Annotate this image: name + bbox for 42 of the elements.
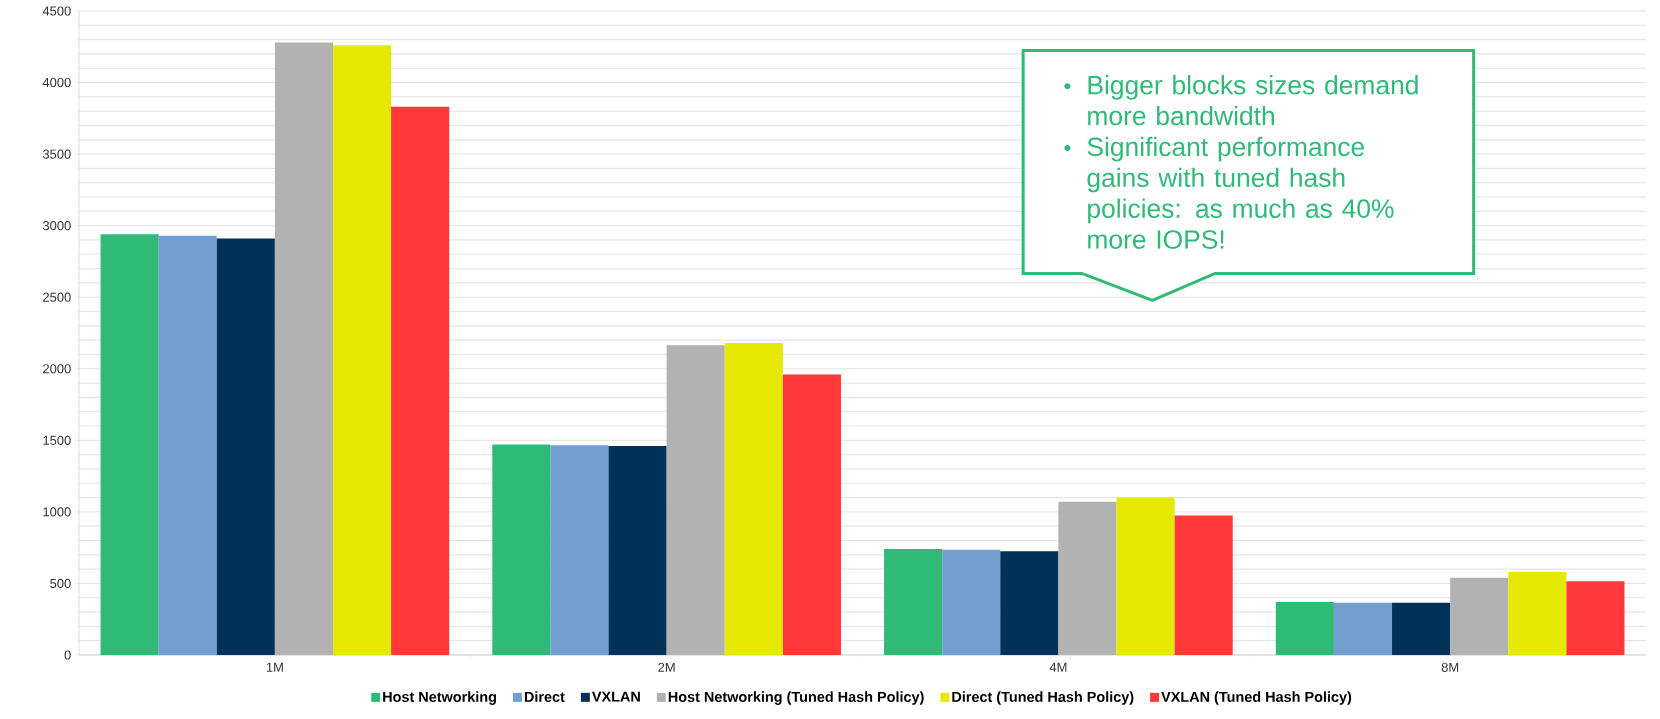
x-tick-label: 4M — [1049, 662, 1067, 672]
bar — [550, 445, 609, 655]
y-tick-label: 4500 — [42, 6, 71, 16]
annotation: Significant performance gains with tuned hash policies: as much as 40% more IOPS! — [1087, 136, 1394, 249]
bar — [216, 238, 275, 655]
bar — [884, 549, 943, 655]
bar — [100, 234, 159, 655]
bar — [1174, 515, 1233, 655]
legend-label: Host Networking — [383, 691, 496, 705]
y-tick-label: 2000 — [43, 364, 71, 374]
legend-label: Direct (Tuned Hash Policy) — [952, 691, 1134, 705]
bar — [492, 444, 551, 655]
bar — [942, 549, 1001, 655]
bar — [391, 106, 450, 655]
x-tick-label: 8M — [1441, 662, 1459, 672]
bar — [1566, 581, 1625, 655]
y-tick-label: 3000 — [42, 221, 71, 231]
bar — [608, 446, 667, 655]
legend-label: VXLAN — [591, 691, 640, 702]
y-tick-label: 0 — [64, 650, 71, 660]
bar — [1333, 602, 1393, 655]
y-tick-label: 500 — [50, 578, 71, 589]
x-tick-label: 1M — [266, 662, 283, 672]
y-tick-label: 1000 — [43, 507, 71, 517]
bar — [782, 374, 841, 655]
x-tick-label: 2M — [658, 662, 675, 672]
bar — [1392, 602, 1451, 655]
legend-label: VXLAN (Tuned Hash Policy) — [1161, 691, 1352, 705]
bar — [158, 235, 217, 655]
y-tick-label: 2500 — [43, 292, 71, 302]
bar — [1275, 602, 1334, 655]
legend-label: Direct — [524, 691, 565, 702]
y-tick-label: 1500 — [43, 435, 71, 445]
bar — [1508, 571, 1567, 655]
bar — [724, 343, 783, 655]
y-tick-label: 4000 — [42, 77, 71, 88]
legend-label: Host Networking (Tuned Hash Policy) — [668, 691, 924, 705]
annotation: Bigger blocks sizes demand more bandwidth — [1088, 75, 1418, 126]
bar — [1000, 551, 1059, 655]
bar — [1116, 497, 1175, 655]
y-tick-label: 3500 — [42, 149, 71, 159]
bar — [333, 45, 392, 655]
